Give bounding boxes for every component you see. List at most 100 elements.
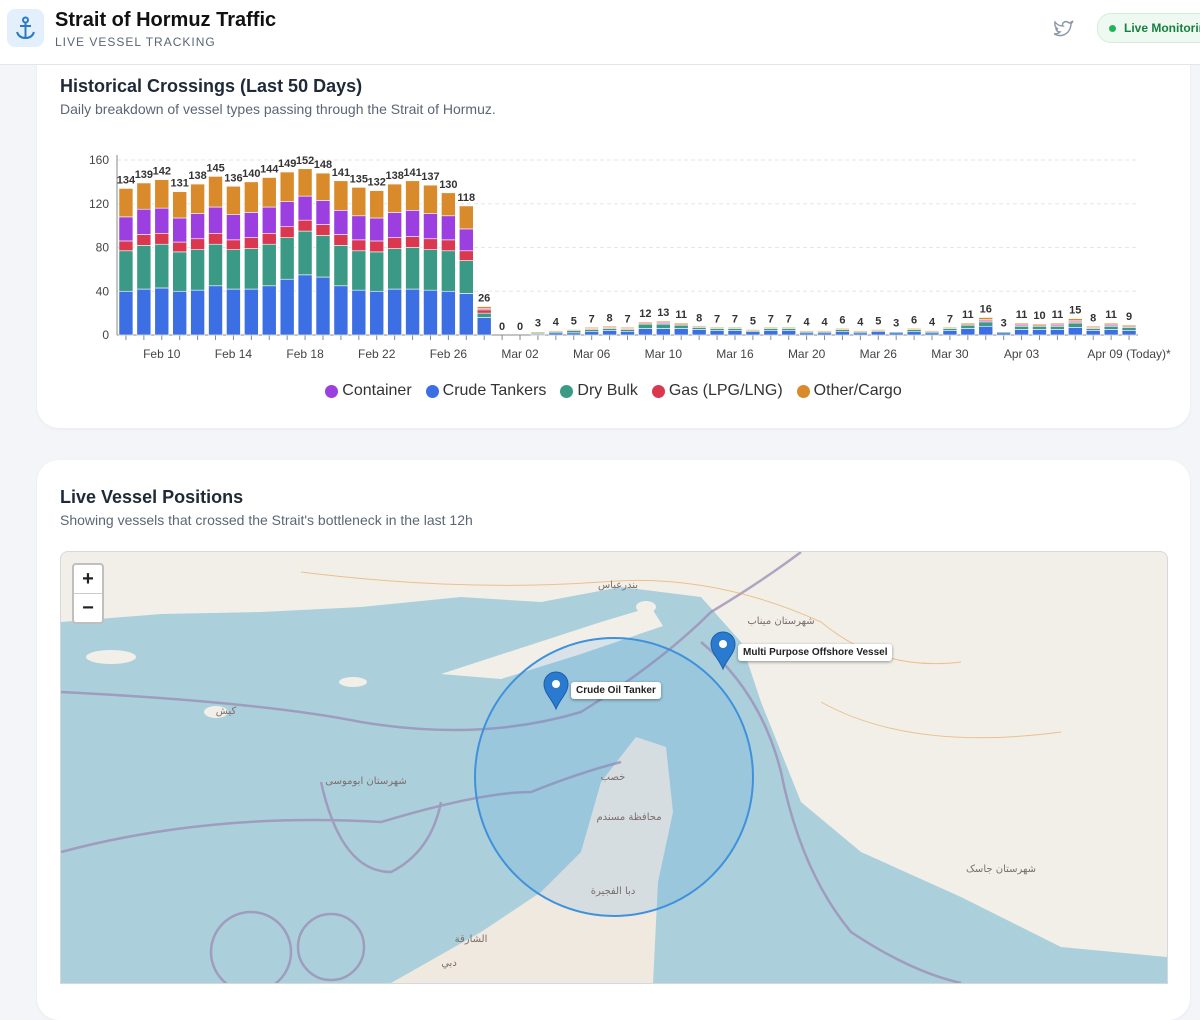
bar-segment — [190, 238, 205, 250]
bar-segment — [1032, 323, 1047, 326]
bar-segment — [279, 171, 295, 202]
bar-segment — [118, 290, 134, 336]
bar-segment — [405, 247, 420, 290]
bar-segment — [638, 328, 653, 336]
place-label: محافظة مسندم — [596, 812, 661, 823]
bar-total-label: 131 — [171, 178, 189, 190]
bar-segment — [1014, 322, 1029, 325]
bar-segment — [279, 237, 295, 280]
bar-segment — [387, 237, 402, 249]
bar-segment — [333, 285, 349, 336]
bar-segment — [441, 215, 456, 241]
legend-swatch — [796, 384, 810, 398]
bar-total-label: 11 — [962, 309, 974, 321]
place-label: كيش — [216, 706, 237, 717]
place-label: دبي — [441, 958, 457, 969]
bar-segment — [118, 240, 134, 252]
bar-segment — [1068, 318, 1083, 322]
y-tick-label: 120 — [89, 197, 109, 211]
bar-segment — [226, 249, 241, 290]
zoom-out[interactable]: − — [82, 597, 94, 619]
y-tick-label: 160 — [89, 153, 109, 167]
x-tick-label: Mar 02 — [501, 347, 539, 361]
bar-total-label: 11 — [1016, 309, 1028, 321]
legend-item[interactable]: Gas (LPG/LNG) — [651, 382, 783, 400]
bar-segment — [835, 329, 850, 333]
bar-total-label: 141 — [332, 167, 350, 179]
bar-total-label: 6 — [911, 314, 917, 326]
vessel-marker[interactable] — [543, 671, 569, 711]
bar-segment — [1032, 325, 1047, 330]
bar-total-label: 0 — [499, 321, 505, 333]
bar-segment — [136, 208, 152, 235]
bar-segment — [261, 177, 277, 208]
map-tiles: بندرعباس كيش شهرستان ابوموسی خصب محافظة … — [61, 552, 1167, 983]
bar-total-label: 4 — [857, 317, 864, 329]
bar-segment — [924, 330, 940, 333]
bar-segment — [924, 332, 940, 336]
bar-total-label: 7 — [768, 313, 774, 325]
map[interactable]: بندرعباس كيش شهرستان ابوموسی خصب محافظة … — [60, 551, 1168, 984]
bar-segment — [727, 330, 743, 336]
bar-segment — [190, 213, 205, 240]
bar-total-label: 137 — [421, 171, 439, 183]
bar-segment — [244, 181, 259, 213]
bar-segment — [297, 195, 313, 221]
bar-segment — [476, 317, 492, 336]
bar-segment — [297, 274, 313, 336]
bar-total-label: 12 — [639, 308, 651, 320]
bar-segment — [297, 230, 313, 276]
bar-segment — [673, 322, 689, 325]
place-label: الشارقة — [455, 934, 488, 945]
bar-segment — [136, 245, 152, 290]
bar-segment — [888, 331, 904, 334]
bar-total-label: 145 — [206, 162, 224, 174]
zoom-in[interactable]: + — [74, 565, 102, 594]
vessel-marker[interactable] — [710, 631, 736, 671]
bar-segment — [208, 176, 223, 208]
twitter-link[interactable] — [1054, 19, 1074, 37]
logo — [7, 9, 44, 47]
bar-total-label: 130 — [439, 179, 457, 191]
bar-segment — [351, 289, 367, 336]
bar-segment — [405, 210, 420, 237]
bar-segment — [172, 251, 187, 292]
x-tick-label: Feb 14 — [215, 347, 253, 361]
legend-item[interactable]: Dry Bulk — [560, 382, 638, 400]
bar-segment — [1085, 330, 1101, 336]
legend-swatch — [425, 384, 439, 398]
bar-segment — [960, 322, 976, 325]
bar-segment — [530, 331, 546, 334]
x-tick-label: Mar 26 — [860, 347, 898, 361]
place-label: شهرستان میناب — [747, 616, 814, 627]
legend-label: Other/Cargo — [813, 382, 902, 399]
bar-segment — [799, 330, 814, 333]
legend-item[interactable]: Container — [325, 382, 412, 400]
legend-item[interactable]: Other/Cargo — [796, 382, 902, 400]
bar-total-label: 16 — [980, 304, 992, 316]
bar-segment — [476, 306, 492, 310]
bar-segment — [906, 328, 922, 330]
bar-total-label: 8 — [1090, 312, 1096, 324]
legend-label: Crude Tankers — [442, 382, 547, 399]
bar-segment — [745, 331, 761, 336]
bar-segment — [226, 214, 241, 241]
legend-item[interactable]: Crude Tankers — [425, 382, 547, 400]
bar-segment — [638, 321, 653, 324]
legend-label: Container — [342, 382, 412, 399]
bar-segment — [458, 293, 474, 336]
bar-segment — [458, 260, 474, 294]
bar-total-label: 7 — [947, 313, 953, 325]
bar-segment — [978, 321, 994, 327]
bar-segment — [638, 323, 653, 329]
bar-total-label: 141 — [403, 167, 421, 179]
bar-segment — [315, 200, 331, 225]
bar-segment — [853, 332, 868, 336]
bar-segment — [870, 329, 886, 331]
bar-segment — [602, 330, 617, 336]
bar-segment — [208, 232, 223, 245]
bar-total-label: 5 — [571, 316, 577, 328]
bar-segment — [118, 188, 134, 218]
bar-segment — [369, 217, 385, 242]
